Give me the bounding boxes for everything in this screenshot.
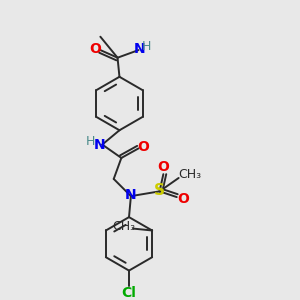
Text: S: S [154,183,165,198]
Text: N: N [94,138,105,152]
Text: N: N [134,42,145,56]
Text: H: H [142,40,151,53]
Text: H: H [86,135,95,148]
Text: CH₃: CH₃ [112,220,135,233]
Text: Cl: Cl [122,286,136,299]
Text: O: O [137,140,149,154]
Text: O: O [90,42,101,56]
Text: N: N [125,188,137,202]
Text: CH₃: CH₃ [178,168,202,181]
Text: O: O [158,160,169,175]
Text: O: O [178,192,189,206]
